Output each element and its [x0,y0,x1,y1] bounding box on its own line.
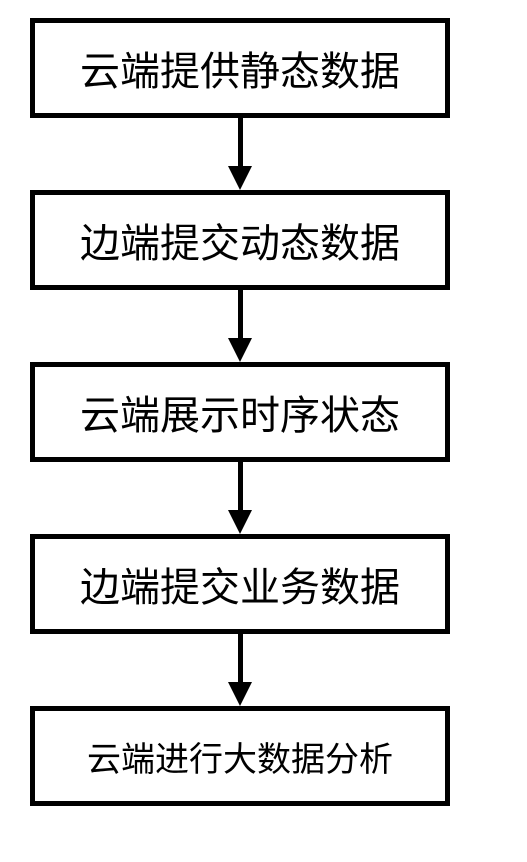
arrow-line [238,634,243,682]
flow-arrow-n4-n5 [0,0,527,862]
flowchart-container: 云端提供静态数据边端提交动态数据云端展示时序状态边端提交业务数据云端进行大数据分… [0,0,527,862]
arrow-head-icon [228,682,252,709]
